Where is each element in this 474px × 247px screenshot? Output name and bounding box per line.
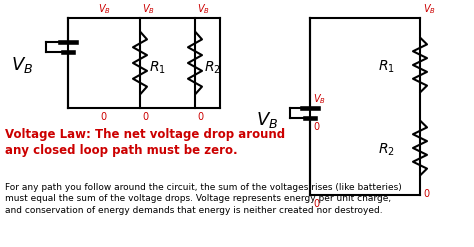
Text: Voltage Law: The net voltage drop around
any closed loop path must be zero.: Voltage Law: The net voltage drop around… — [5, 128, 285, 157]
Text: $R_1$: $R_1$ — [378, 59, 395, 75]
Text: $0$: $0$ — [313, 120, 320, 132]
Text: For any path you follow around the circuit, the sum of the voltages rises (like : For any path you follow around the circu… — [5, 183, 402, 215]
Text: $0$: $0$ — [313, 197, 320, 209]
Text: $0$: $0$ — [100, 110, 108, 122]
Text: $V_B$: $V_B$ — [423, 2, 436, 16]
Text: $V_B$: $V_B$ — [142, 2, 155, 16]
Text: $V_B$: $V_B$ — [197, 2, 210, 16]
Text: $V_B$: $V_B$ — [11, 55, 33, 75]
Text: $V_B$: $V_B$ — [313, 92, 326, 106]
Text: $0$: $0$ — [423, 187, 430, 199]
Text: $V_B$: $V_B$ — [256, 110, 278, 130]
Text: $R_1$: $R_1$ — [149, 60, 166, 76]
Text: $0$: $0$ — [142, 110, 149, 122]
Text: $R_2$: $R_2$ — [378, 142, 395, 158]
Text: $V_B$: $V_B$ — [98, 2, 110, 16]
Text: $R_2$: $R_2$ — [204, 60, 221, 76]
Text: $0$: $0$ — [197, 110, 204, 122]
